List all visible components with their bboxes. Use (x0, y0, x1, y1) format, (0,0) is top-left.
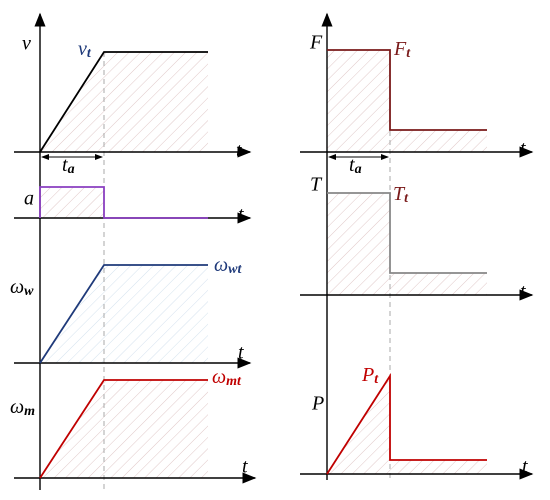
time-label: t (238, 204, 244, 226)
axis-label: a (24, 188, 34, 210)
time-label: t (522, 456, 528, 478)
hatching (40, 50, 487, 478)
level-label: ωmt (212, 366, 242, 390)
curves (39, 49, 487, 479)
axis-label: ωm (10, 396, 35, 420)
level-label: ωwt (214, 254, 242, 278)
axis-label: v (22, 33, 31, 55)
guides (103, 50, 391, 490)
time-label: t (520, 281, 526, 303)
time-label: t (238, 342, 244, 364)
level-label: vt (78, 38, 92, 62)
axes (14, 12, 534, 490)
axis-label: P (311, 393, 324, 415)
axis-label: T (310, 174, 323, 196)
level-label: Ft (393, 38, 411, 62)
accel-time: ta (62, 154, 75, 178)
labels: v vt t ta a t ωw ωwt t ωm ωmt t F Ft t t… (10, 32, 528, 478)
accel-time: ta (349, 154, 362, 178)
time-label: t (242, 456, 248, 478)
level-label: Pt (361, 364, 379, 388)
axis-label: ωw (10, 276, 34, 300)
time-label: t (236, 140, 242, 162)
time-label: t (520, 138, 526, 160)
level-label: Tt (393, 183, 409, 207)
axis-label: F (309, 32, 323, 54)
